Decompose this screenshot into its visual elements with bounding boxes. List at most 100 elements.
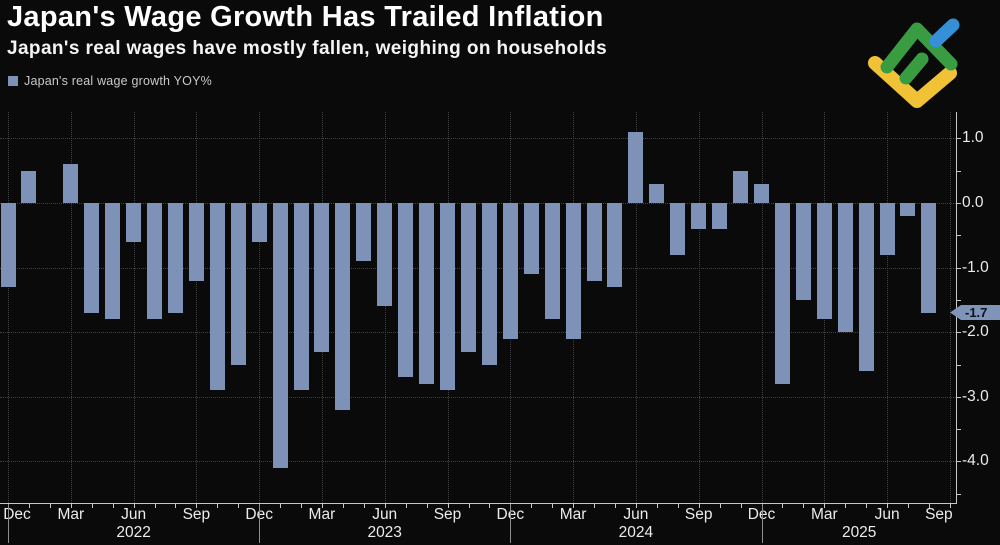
year-label: 2023	[367, 524, 402, 541]
x-axis-tick	[887, 504, 889, 508]
bar	[482, 203, 497, 365]
bar	[628, 132, 643, 203]
bar	[210, 203, 225, 390]
page-title: Japan's Wage Growth Has Trailed Inflatio…	[7, 1, 604, 33]
bar	[294, 203, 309, 390]
bar	[733, 171, 748, 203]
x-axis-tick	[531, 504, 533, 508]
x-axis-label: Jun	[623, 506, 649, 523]
bar	[356, 203, 371, 261]
x-axis-tick	[908, 504, 909, 508]
x-axis-tick	[615, 504, 616, 508]
x-axis-tick	[677, 504, 679, 508]
x-axis-tick	[91, 504, 93, 508]
legend-swatch	[8, 76, 18, 86]
x-axis-tick	[238, 504, 240, 508]
x-axis-tick	[803, 504, 805, 508]
bar	[712, 203, 727, 229]
y-axis-tick	[955, 170, 961, 172]
bar	[545, 203, 560, 319]
x-axis-label: Mar	[57, 506, 85, 523]
x-axis-tick	[824, 504, 826, 508]
x-axis-label: Jun	[372, 506, 398, 523]
y-axis-label: -1.0	[962, 258, 989, 276]
x-axis-tick	[112, 504, 114, 508]
x-axis-tick	[489, 504, 491, 508]
bar	[231, 203, 246, 365]
logo-blue-segment	[929, 18, 960, 48]
gridline-vertical	[8, 112, 9, 503]
x-axis-tick	[719, 504, 721, 508]
y-axis-tick	[955, 493, 961, 495]
bar	[607, 203, 622, 287]
y-axis-label: -2.0	[962, 323, 989, 341]
brand-logo-icon	[868, 18, 960, 108]
x-axis-tick	[196, 504, 198, 508]
bar	[377, 203, 392, 306]
x-axis-tick	[363, 504, 365, 508]
bar	[566, 203, 581, 339]
x-axis-label: Dec	[3, 506, 31, 523]
x-axis-label: Mar	[810, 506, 838, 523]
year-label: 2024	[618, 524, 654, 541]
y-axis-tick	[955, 364, 961, 366]
x-axis-tick	[342, 504, 344, 508]
x-axis-line	[0, 503, 957, 504]
bar	[775, 203, 790, 384]
bar	[524, 203, 539, 274]
bar	[168, 203, 183, 313]
bar	[314, 203, 329, 352]
x-axis-tick	[447, 504, 449, 508]
x-axis-tick	[280, 504, 282, 508]
x-axis-tick	[782, 504, 784, 508]
x-axis-label: Sep	[433, 506, 462, 523]
bar	[1, 203, 16, 287]
y-axis-tick	[955, 396, 961, 398]
page-subtitle: Japan's real wages have mostly fallen, w…	[7, 38, 608, 59]
y-axis-tick	[955, 203, 961, 204]
bar	[587, 203, 602, 281]
x-axis-tick	[573, 504, 575, 508]
bar	[252, 203, 267, 242]
bar	[440, 203, 455, 390]
bar	[21, 171, 36, 203]
year-label: 2022	[116, 524, 151, 541]
bar	[419, 203, 434, 384]
y-axis-tick	[955, 461, 961, 463]
x-axis-label: Mar	[308, 506, 336, 523]
x-axis-tick	[154, 504, 156, 508]
logo-green-stub	[899, 52, 929, 85]
x-axis-tick	[552, 504, 554, 508]
x-axis-tick	[175, 504, 177, 508]
gridline-vertical	[259, 112, 261, 503]
x-axis-label: Mar	[559, 506, 587, 523]
gridline-vertical	[761, 112, 763, 503]
x-axis-tick	[133, 504, 135, 508]
y-axis-label: -4.0	[962, 452, 989, 470]
bar	[273, 203, 288, 468]
bar	[838, 203, 853, 332]
y-axis-tick	[955, 138, 961, 140]
x-axis-tick	[217, 504, 219, 508]
legend: Japan's real wage growth YOY%	[8, 74, 212, 88]
gridline-horizontal	[0, 267, 956, 269]
x-axis-tick	[698, 504, 700, 508]
y-axis-tick	[955, 267, 961, 269]
y-axis-tick	[955, 299, 961, 301]
year-divider	[259, 504, 261, 543]
gridline-vertical	[698, 112, 700, 503]
bar	[649, 184, 664, 203]
x-axis-tick	[28, 504, 30, 508]
y-axis-line	[955, 112, 957, 503]
x-axis-tick	[384, 504, 386, 508]
x-axis-tick	[49, 504, 51, 508]
gridline-vertical	[70, 112, 72, 503]
year-divider	[510, 504, 512, 543]
bar	[900, 203, 915, 216]
gridline-vertical	[949, 112, 951, 503]
gridline-vertical	[133, 112, 135, 503]
bar	[670, 203, 685, 255]
year-label: 2025	[841, 524, 877, 541]
gridline-horizontal	[0, 138, 956, 140]
